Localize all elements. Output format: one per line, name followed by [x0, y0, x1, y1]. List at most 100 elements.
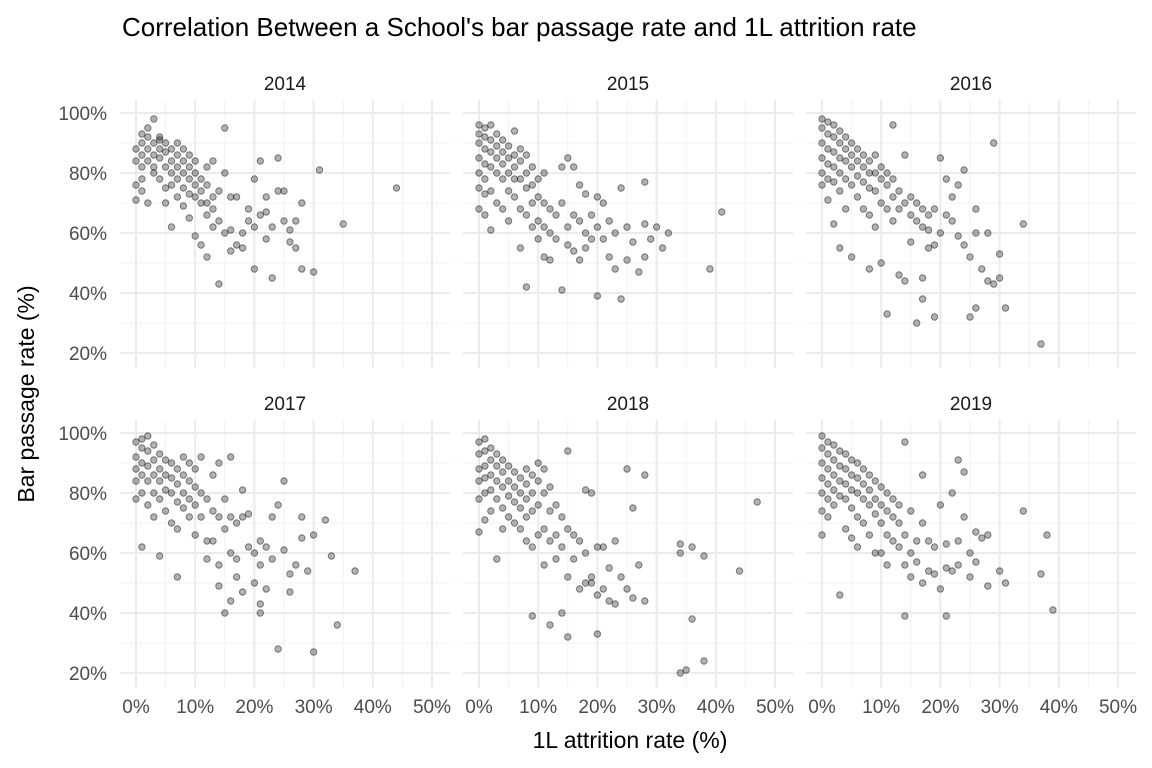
data-point	[161, 199, 170, 207]
data-point	[522, 537, 531, 545]
data-point	[221, 609, 229, 617]
data-point	[954, 537, 962, 545]
data-point	[552, 531, 560, 539]
data-point	[274, 187, 282, 195]
data-point	[836, 169, 844, 177]
data-point	[907, 507, 915, 515]
data-point	[830, 220, 838, 228]
data-point	[818, 432, 826, 440]
data-point	[510, 468, 519, 476]
data-point	[853, 172, 862, 180]
data-point	[487, 444, 495, 452]
data-point	[842, 525, 850, 533]
data-point	[540, 199, 548, 207]
data-point	[948, 489, 956, 497]
data-point	[575, 256, 584, 264]
data-point	[185, 214, 194, 222]
data-point	[889, 217, 897, 225]
data-point	[842, 205, 850, 213]
data-point	[268, 274, 276, 282]
y-tick-label: 20%	[69, 344, 107, 365]
data-point	[901, 531, 909, 539]
data-point	[818, 124, 826, 132]
data-point	[516, 205, 525, 213]
data-point	[227, 193, 235, 201]
data-point	[664, 229, 673, 237]
data-point	[700, 552, 708, 560]
y-tick-label: 100%	[58, 104, 107, 125]
data-point	[853, 193, 862, 201]
data-point	[132, 196, 140, 204]
data-point	[185, 175, 194, 183]
data-point	[605, 253, 613, 261]
data-point	[534, 235, 542, 243]
data-point	[516, 157, 525, 165]
data-point	[936, 154, 945, 162]
data-point	[132, 438, 140, 446]
data-point	[534, 217, 542, 225]
data-point	[575, 217, 584, 225]
data-point	[203, 181, 211, 189]
data-point	[984, 582, 992, 590]
data-point	[558, 609, 566, 617]
data-point	[623, 223, 631, 231]
data-point	[570, 531, 578, 539]
data-point	[972, 205, 980, 213]
data-point	[280, 546, 288, 554]
data-point	[599, 235, 607, 243]
data-point	[871, 549, 879, 557]
y-tick-label: 40%	[69, 604, 107, 625]
facet-panel-2016: 2016	[806, 74, 1136, 368]
data-point	[173, 139, 182, 147]
data-point	[842, 480, 850, 488]
data-point	[972, 558, 980, 566]
data-point	[889, 193, 897, 201]
data-point	[262, 208, 270, 216]
data-point	[191, 193, 199, 201]
data-point	[871, 169, 879, 177]
data-point	[913, 319, 921, 327]
data-point	[487, 456, 495, 464]
data-point	[587, 579, 596, 587]
data-point	[534, 175, 542, 183]
data-point	[836, 447, 844, 455]
data-point	[995, 567, 1004, 575]
data-point	[144, 432, 152, 440]
data-point	[534, 501, 542, 509]
data-point	[641, 178, 649, 186]
data-point	[215, 582, 223, 590]
data-point	[907, 193, 915, 201]
data-point	[960, 468, 968, 476]
data-point	[924, 226, 933, 234]
facet-strip-label: 2019	[950, 394, 992, 415]
data-point	[256, 561, 264, 569]
data-point	[995, 274, 1004, 282]
data-point	[889, 121, 897, 129]
data-point	[877, 549, 885, 557]
data-point	[256, 157, 264, 165]
data-point	[221, 525, 229, 533]
data-point	[629, 594, 637, 602]
data-point	[824, 130, 832, 138]
data-point	[504, 513, 513, 521]
data-point	[179, 504, 188, 512]
data-point	[144, 145, 152, 153]
data-point	[256, 537, 264, 545]
data-point	[215, 459, 223, 467]
data-point	[930, 313, 939, 321]
data-point	[587, 573, 596, 581]
data-point	[658, 244, 667, 252]
data-point	[499, 468, 507, 476]
data-point	[587, 489, 596, 497]
data-point	[238, 244, 247, 252]
data-point	[564, 241, 572, 249]
x-tick-label: 30%	[638, 697, 676, 718]
data-point	[173, 465, 182, 473]
data-point	[629, 504, 637, 512]
x-tick-label: 20%	[235, 697, 273, 718]
data-point	[481, 211, 489, 219]
data-point	[647, 235, 655, 243]
x-tick-label: 50%	[413, 697, 451, 718]
data-point	[753, 498, 761, 506]
data-point	[546, 229, 554, 237]
